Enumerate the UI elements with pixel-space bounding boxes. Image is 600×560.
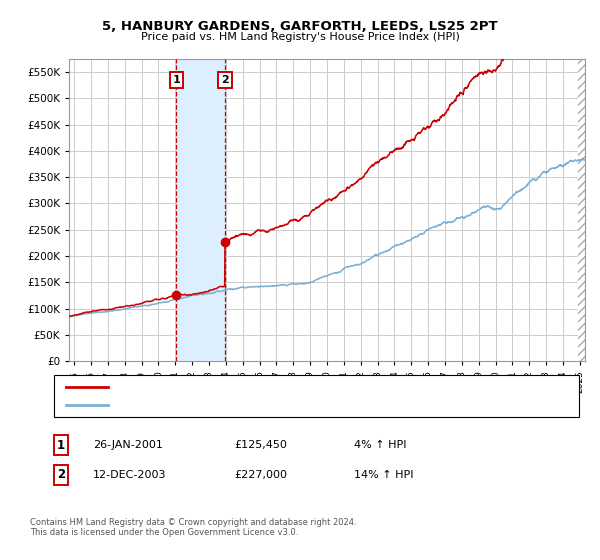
Text: 12-DEC-2003: 12-DEC-2003 [93,470,167,480]
Bar [578,59,585,361]
Text: 1: 1 [57,438,65,452]
Text: 5, HANBURY GARDENS, GARFORTH, LEEDS, LS25 2PT (detached house): 5, HANBURY GARDENS, GARFORTH, LEEDS, LS2… [114,382,452,391]
Bar [578,59,585,361]
Text: 2: 2 [221,75,229,85]
Bar [176,59,225,361]
Text: 1: 1 [173,75,180,85]
Text: Price paid vs. HM Land Registry's House Price Index (HPI): Price paid vs. HM Land Registry's House … [140,32,460,43]
Text: Contains HM Land Registry data © Crown copyright and database right 2024.
This d: Contains HM Land Registry data © Crown c… [30,518,356,538]
Text: 26-JAN-2001: 26-JAN-2001 [93,440,163,450]
Text: £125,450: £125,450 [234,440,287,450]
Text: HPI: Average price, detached house, Leeds: HPI: Average price, detached house, Leed… [114,401,318,410]
Text: 4% ↑ HPI: 4% ↑ HPI [354,440,407,450]
Text: 14% ↑ HPI: 14% ↑ HPI [354,470,413,480]
Text: 5, HANBURY GARDENS, GARFORTH, LEEDS, LS25 2PT: 5, HANBURY GARDENS, GARFORTH, LEEDS, LS2… [102,20,498,32]
Text: £227,000: £227,000 [234,470,287,480]
Text: 2: 2 [57,468,65,482]
